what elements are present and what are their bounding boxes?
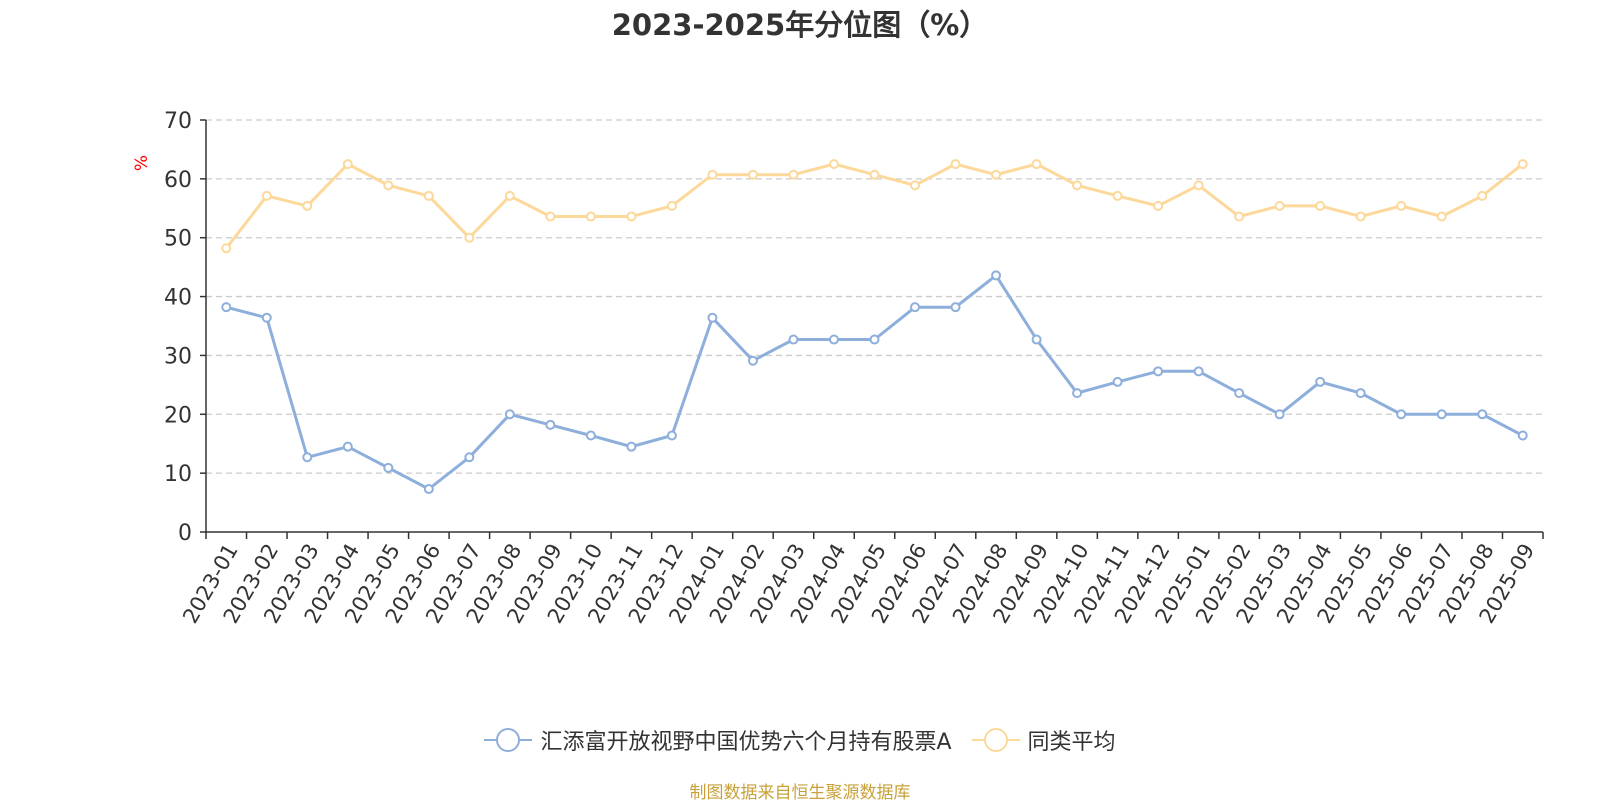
data-point-1[interactable]	[1153, 200, 1164, 211]
chart-title: 2023-2025年分位图（%）	[611, 8, 989, 42]
data-point-0[interactable]	[585, 430, 596, 441]
data-source-note: 制图数据来自恒生聚源数据库	[689, 783, 911, 803]
data-point-1[interactable]	[545, 211, 556, 222]
data-point-1[interactable]	[626, 211, 637, 222]
data-point-1[interactable]	[1193, 180, 1204, 191]
data-point-1[interactable]	[869, 169, 880, 180]
data-point-0[interactable]	[788, 334, 799, 345]
data-point-0[interactable]	[1112, 376, 1123, 387]
data-point-0[interactable]	[1193, 366, 1204, 377]
data-point-1[interactable]	[1274, 200, 1285, 211]
data-point-1[interactable]	[1072, 180, 1083, 191]
data-point-0[interactable]	[1234, 388, 1245, 399]
data-point-0[interactable]	[1355, 388, 1366, 399]
data-point-1[interactable]	[423, 190, 434, 201]
y-tick-label: 20	[164, 403, 192, 428]
y-tick-label: 0	[178, 521, 192, 546]
legend-label-fund: 汇添富开放视野中国优势六个月持有股票A	[540, 730, 952, 755]
data-point-0[interactable]	[1072, 388, 1083, 399]
data-points	[221, 159, 1528, 495]
data-point-0[interactable]	[869, 334, 880, 345]
data-point-1[interactable]	[1396, 200, 1407, 211]
data-point-0[interactable]	[1517, 430, 1528, 441]
series-lines	[224, 162, 1525, 491]
data-point-0[interactable]	[545, 419, 556, 430]
grid-lines	[206, 119, 1543, 474]
y-tick-label: 30	[164, 344, 192, 369]
data-point-1[interactable]	[342, 159, 353, 170]
data-point-1[interactable]	[585, 211, 596, 222]
data-point-1[interactable]	[261, 190, 272, 201]
data-point-1[interactable]	[666, 200, 677, 211]
data-point-0[interactable]	[991, 270, 1002, 281]
data-point-0[interactable]	[950, 302, 961, 313]
data-point-1[interactable]	[707, 169, 718, 180]
series-line-0	[224, 273, 1525, 491]
data-point-1[interactable]	[991, 169, 1002, 180]
y-tick-label: 40	[164, 286, 192, 311]
legend-marker-category-average	[971, 728, 1020, 752]
data-point-0[interactable]	[504, 409, 515, 420]
data-point-1[interactable]	[1031, 159, 1042, 170]
data-point-0[interactable]	[464, 452, 475, 463]
legend-item-fund[interactable]: 汇添富开放视野中国优势六个月持有股票A	[484, 724, 952, 756]
data-point-0[interactable]	[747, 355, 758, 366]
legend-label-category-average: 同类平均	[1027, 730, 1116, 755]
data-point-0[interactable]	[1436, 409, 1447, 420]
data-point-0[interactable]	[1031, 334, 1042, 345]
data-point-1[interactable]	[504, 190, 515, 201]
data-point-1[interactable]	[383, 180, 394, 191]
data-point-1[interactable]	[1517, 159, 1528, 170]
data-point-1[interactable]	[788, 169, 799, 180]
y-tick-label: 60	[164, 168, 192, 193]
data-point-0[interactable]	[423, 484, 434, 495]
data-point-0[interactable]	[1153, 366, 1164, 377]
data-point-0[interactable]	[707, 312, 718, 323]
data-point-1[interactable]	[221, 243, 232, 254]
data-point-0[interactable]	[1477, 409, 1488, 420]
y-tick-label: 70	[164, 109, 192, 134]
legend-marker-fund	[484, 728, 533, 752]
y-tick-label: 10	[164, 462, 192, 487]
legend-item-category-average[interactable]: 同类平均	[971, 724, 1116, 756]
data-point-1[interactable]	[1477, 190, 1488, 201]
data-point-1[interactable]	[302, 200, 313, 211]
legend: 汇添富开放视野中国优势六个月持有股票A 同类平均	[0, 722, 1600, 758]
data-point-1[interactable]	[1112, 190, 1123, 201]
data-point-1[interactable]	[1315, 200, 1326, 211]
data-point-0[interactable]	[1396, 409, 1407, 420]
data-point-0[interactable]	[261, 312, 272, 323]
data-point-1[interactable]	[828, 159, 839, 170]
y-axis-unit-label: %	[132, 155, 152, 171]
data-point-1[interactable]	[464, 232, 475, 243]
data-point-1[interactable]	[1436, 211, 1447, 222]
data-point-0[interactable]	[221, 302, 232, 313]
data-point-1[interactable]	[950, 159, 961, 170]
data-point-1[interactable]	[910, 180, 921, 191]
data-point-0[interactable]	[1274, 409, 1285, 420]
data-point-0[interactable]	[626, 441, 637, 452]
data-point-1[interactable]	[1234, 211, 1245, 222]
data-point-1[interactable]	[1355, 211, 1366, 222]
data-point-0[interactable]	[1315, 376, 1326, 387]
data-point-1[interactable]	[747, 169, 758, 180]
data-point-0[interactable]	[342, 441, 353, 452]
data-point-0[interactable]	[910, 302, 921, 313]
y-tick-label: 50	[164, 227, 192, 252]
data-point-0[interactable]	[383, 462, 394, 473]
data-point-0[interactable]	[828, 334, 839, 345]
data-point-0[interactable]	[666, 430, 677, 441]
data-point-0[interactable]	[302, 452, 313, 463]
axes: 0102030405060702023-012023-022023-032023…	[164, 109, 1544, 627]
